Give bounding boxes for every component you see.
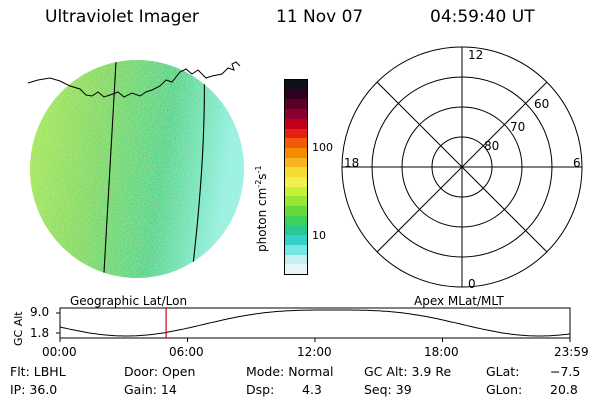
title: Ultraviolet Imager	[45, 7, 199, 27]
gain-info: Gain: 14	[124, 382, 177, 397]
ip-info: IP: 36.0	[10, 382, 58, 397]
colorbar-band	[285, 225, 307, 236]
altitude-frame	[59, 307, 571, 339]
colorbar-tick-100: 100	[312, 141, 333, 154]
colorbar-band	[285, 138, 307, 148]
colorbar-band	[285, 244, 307, 255]
colorbar-tick-10: 10	[312, 229, 326, 242]
colorbar-band	[285, 167, 307, 178]
glon-label: GLon:	[486, 382, 523, 397]
colorbar-band	[285, 80, 307, 90]
filter-info: Flt: LBHL	[10, 364, 66, 379]
mlt-label-12: 12	[468, 48, 484, 62]
xtick-0600: 06:00	[169, 345, 204, 359]
lat-label-60: 60	[534, 97, 550, 111]
seq-info: Seq: 39	[364, 382, 412, 397]
glon-value: 20.8	[550, 382, 578, 397]
colorbar-band	[285, 109, 307, 119]
colorbar-band	[285, 89, 307, 100]
xtick-1200: 12:00	[297, 345, 332, 359]
colorbar-band	[285, 186, 307, 197]
colorbar-band	[285, 264, 307, 275]
glat-value: −7.5	[550, 364, 581, 379]
door-info: Door: Open	[124, 364, 196, 379]
altitude-ytick-min: 1.8	[30, 326, 50, 340]
dsp-label: Dsp:	[246, 382, 275, 397]
polar-diagonal	[376, 81, 548, 253]
xtick-2359: 23:59	[554, 345, 589, 359]
xtick-1800: 18:00	[424, 345, 459, 359]
mlt-label-18: 18	[344, 156, 360, 170]
earth-disk	[30, 60, 244, 278]
colorbar-band	[285, 206, 307, 216]
colorbar-band	[285, 235, 307, 245]
colorbar-band	[285, 215, 307, 226]
left-panel-caption: Geographic Lat/Lon	[70, 294, 188, 308]
meridian-line	[189, 61, 205, 278]
mlt-label-6: 6	[573, 156, 581, 170]
altitude-curve	[59, 309, 571, 337]
colorbar-band	[285, 118, 307, 129]
colorbar-band	[285, 157, 307, 168]
colorbar-band	[285, 147, 307, 158]
colorbar	[284, 79, 308, 275]
mlt-label-0: 0	[468, 277, 476, 291]
polar-caption: Apex MLat/MLT	[414, 294, 504, 308]
colorbar-band	[285, 177, 307, 187]
colorbar-band	[285, 128, 307, 139]
xtick-0000: 00:00	[42, 345, 77, 359]
colorbar-band	[285, 196, 307, 207]
colorbar-band	[285, 254, 307, 265]
gc-alt-info: GC Alt: 3.9 Re	[364, 364, 452, 379]
lat-label-80: 80	[484, 139, 500, 153]
mode-info: Mode: Normal	[246, 364, 334, 379]
altitude-ylabel: GC Alt	[12, 311, 25, 346]
colorbar-band	[285, 99, 307, 110]
altitude-ytick-max: 9.0	[30, 305, 50, 319]
date: 11 Nov 07	[276, 7, 364, 27]
lat-label-70: 70	[510, 120, 526, 134]
dsp-value: 4.3	[302, 382, 322, 397]
glat-label: GLat:	[486, 364, 520, 379]
meridian-line	[102, 61, 117, 278]
coastline	[27, 61, 241, 98]
time-ut: 04:59:40 UT	[430, 7, 535, 27]
